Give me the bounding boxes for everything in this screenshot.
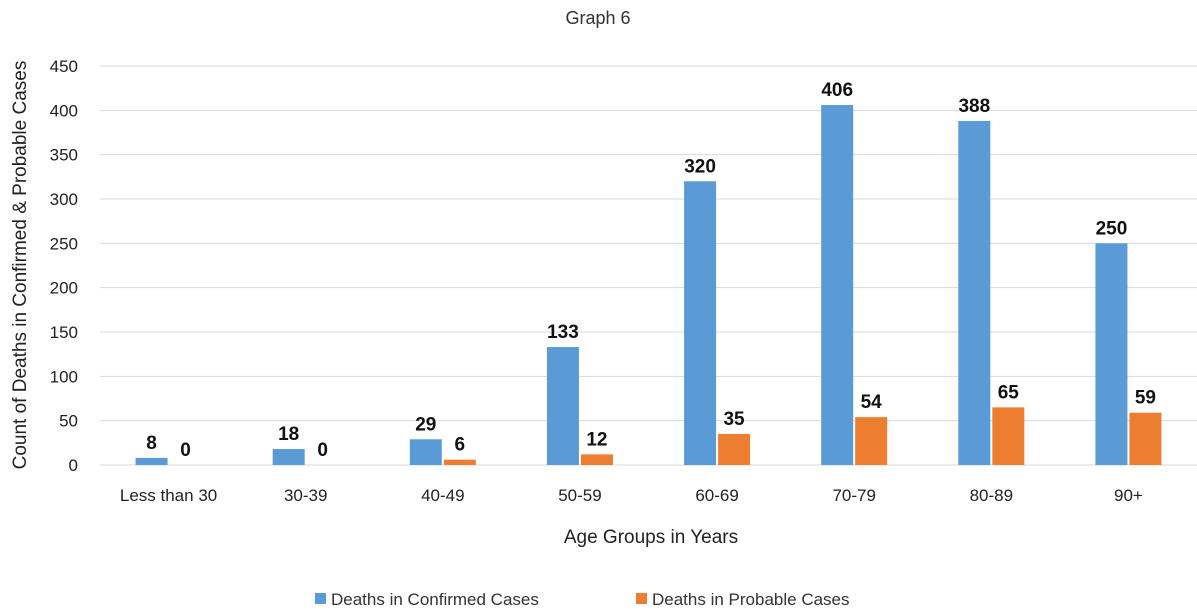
data-labels: 8 0 18 0 29 6 133 12 320 35 406 54 388 65 250 59: [146, 80, 1156, 461]
legend-swatch: [315, 593, 326, 604]
x-tick-label: 30-39: [284, 486, 327, 505]
y-axis-ticks: 0 50 100 150 200 250 300 350 400 450: [50, 57, 78, 475]
data-label: 59: [1135, 388, 1156, 409]
y-tick-label: 400: [50, 101, 78, 120]
bars: [135, 105, 1162, 466]
data-label: 0: [180, 440, 191, 461]
data-label: 6: [455, 435, 466, 456]
x-tick-label: 60-69: [695, 486, 738, 505]
bar-confirmed: [135, 457, 168, 465]
bar-probable: [580, 454, 613, 465]
x-tick-label: 70-79: [832, 486, 875, 505]
bar-probable: [443, 459, 476, 465]
bar-confirmed: [821, 105, 854, 465]
x-tick-label: 90+: [1114, 486, 1143, 505]
data-label: 133: [547, 322, 579, 343]
legend-label: Deaths in Confirmed Cases: [331, 590, 539, 609]
data-label: 8: [146, 433, 157, 454]
y-tick-label: 350: [50, 146, 78, 165]
data-label: 250: [1096, 218, 1128, 239]
bar-probable: [855, 417, 888, 465]
x-axis-ticks: Less than 30 30-39 40-49 50-59 60-69 70-79 80-…: [120, 486, 1143, 505]
gridlines: [100, 65, 1197, 466]
bar-probable: [992, 407, 1025, 465]
data-label: 388: [958, 96, 990, 117]
data-label: 35: [723, 409, 745, 430]
bar-confirmed: [409, 439, 442, 465]
bar-confirmed: [272, 449, 305, 465]
bar-confirmed: [1095, 243, 1128, 465]
data-label: 0: [317, 440, 328, 461]
bar-confirmed: [546, 347, 579, 465]
y-tick-label: 250: [50, 234, 78, 253]
y-tick-label: 150: [50, 323, 78, 342]
data-label: 12: [586, 429, 607, 450]
data-label: 65: [998, 382, 1020, 403]
x-tick-label: 40-49: [421, 486, 464, 505]
y-tick-label: 450: [50, 57, 78, 76]
chart-title: Graph 6: [565, 8, 630, 28]
bar-confirmed: [958, 120, 991, 466]
data-label: 18: [278, 424, 299, 445]
y-axis-title: Count of Deaths in Confirmed & Probable …: [10, 61, 31, 470]
data-label: 54: [861, 392, 883, 413]
bar-probable: [1129, 412, 1162, 465]
data-label: 406: [821, 80, 853, 101]
data-label: 29: [415, 414, 436, 435]
y-tick-label: 100: [50, 367, 78, 386]
bar-confirmed: [684, 181, 717, 465]
y-tick-label: 50: [59, 412, 78, 431]
data-label: 320: [684, 156, 716, 177]
x-tick-label: 80-89: [970, 486, 1013, 505]
y-tick-label: 0: [69, 456, 78, 475]
legend: Deaths in Confirmed Cases Deaths in Proba…: [315, 590, 850, 609]
y-tick-label: 200: [50, 279, 78, 298]
bar-probable: [718, 433, 751, 465]
x-axis-title: Age Groups in Years: [564, 527, 738, 548]
legend-label: Deaths in Probable Cases: [652, 590, 850, 609]
x-tick-label: Less than 30: [120, 486, 217, 505]
legend-swatch: [636, 593, 647, 604]
x-tick-label: 50-59: [558, 486, 601, 505]
y-tick-label: 300: [50, 190, 78, 209]
